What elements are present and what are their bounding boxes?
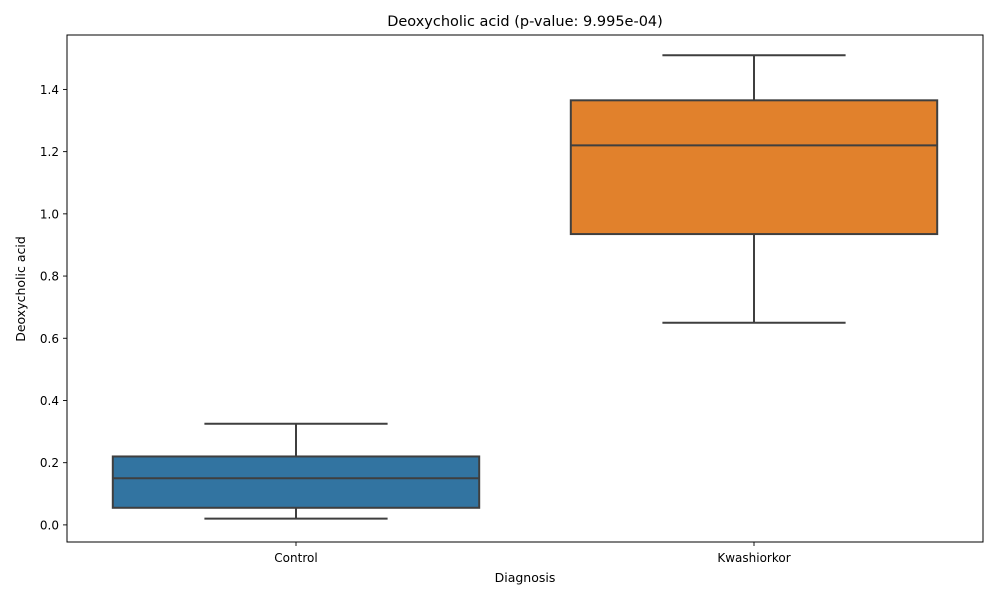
box-kwashiorkor [569,54,939,324]
y-tick-label: 0.2 [40,456,59,470]
y-tick-label: 1.0 [40,207,59,221]
box-control [111,422,481,520]
y-axis-label: Deoxycholic acid [13,236,28,342]
x-axis-label: Diagnosis [495,570,556,585]
x-tick-label: Control [274,551,317,565]
y-tick-label: 0.8 [40,270,59,284]
iqr-box [111,455,481,509]
x-tick-label: Kwashiorkor [717,551,790,565]
plot-area: 0.0 0.2 0.4 0.6 0.8 1.0 1.2 1.4 Control Kwashiork… [40,34,984,565]
plot-frame [66,34,984,543]
iqr-box [569,99,939,236]
y-tick-label: 0.0 [40,518,59,532]
y-tick-label: 1.4 [40,83,59,97]
chart-title: Deoxycholic acid (p-value: 9.995e-04) [387,14,663,30]
y-tick-label: 0.6 [40,332,59,346]
y-tick-label: 1.2 [40,145,59,159]
y-tick-label: 0.4 [40,394,59,408]
